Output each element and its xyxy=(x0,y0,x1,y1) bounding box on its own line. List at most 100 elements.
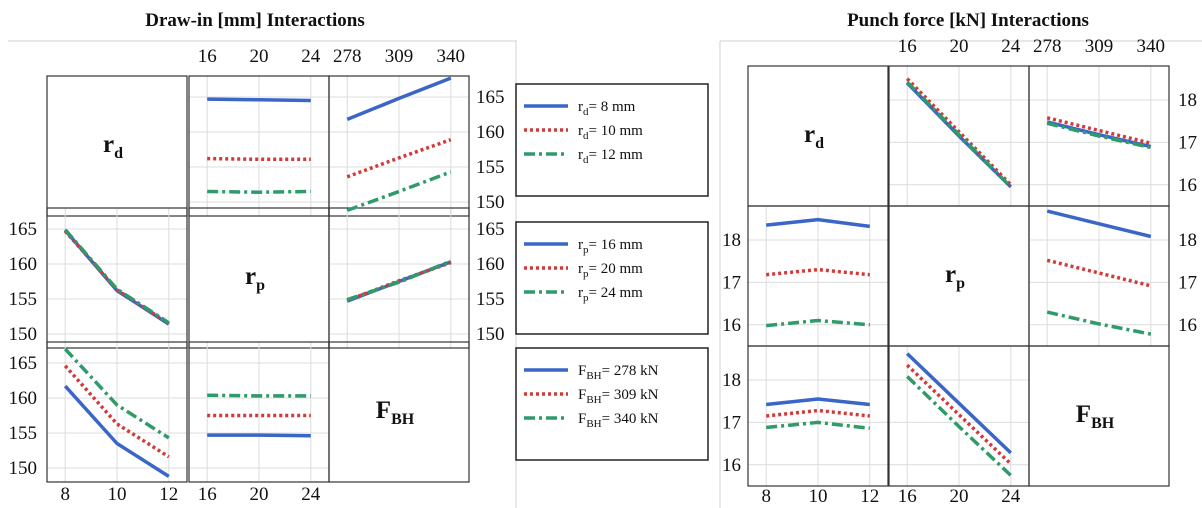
right-y-tick-label: 160 xyxy=(476,254,505,275)
series-line-r1-c0-level0 xyxy=(766,217,871,229)
right-y-tick-label: 165 xyxy=(476,87,505,108)
series-line-r2-c0-level1 xyxy=(63,364,170,459)
bottom-tick-label: 24 xyxy=(301,484,321,505)
panel-r1-c2 xyxy=(328,207,470,349)
legend-frame xyxy=(515,221,709,335)
legend-box-rd: rd= 8 mm rd= 10 mm rd= 12 mm xyxy=(515,83,709,197)
top-tick-label: 16 xyxy=(898,36,917,57)
draw-in-chart-title: Draw-in [mm] Interactions xyxy=(145,10,365,31)
bottom-tick-label: 10 xyxy=(809,486,828,507)
top-tick-label: 309 xyxy=(1085,36,1114,57)
panel-frame xyxy=(46,341,188,483)
panel-r0-c0: rd xyxy=(747,65,889,207)
right-y-tick-label: 16 xyxy=(1178,175,1197,196)
right-y-tick-label: 160 xyxy=(476,122,505,143)
panel-r0-c0: rd xyxy=(46,75,188,217)
left-y-tick-label: 150 xyxy=(9,324,38,345)
left-y-tick-label: 165 xyxy=(9,353,38,374)
top-tick-label: 340 xyxy=(1137,36,1166,57)
right-y-tick-label: 150 xyxy=(476,192,505,213)
legend-entry-label: rd= 10 mm xyxy=(578,123,643,142)
series-line-r2-c0-level0 xyxy=(63,384,170,478)
right-y-tick-label: 17 xyxy=(1178,272,1197,293)
series-line-r1-c2-level2 xyxy=(346,259,452,302)
panel-frame xyxy=(328,207,470,349)
left-y-tick-label: 18 xyxy=(722,230,741,251)
series-line-r1-c2-level2 xyxy=(1046,310,1152,336)
panel-r1-c1: rp xyxy=(888,205,1030,347)
series-line-r0-c2-level2 xyxy=(346,170,452,213)
top-tick-label: 278 xyxy=(1033,36,1062,57)
legend-entry-label: rp= 16 mm xyxy=(578,237,643,256)
series-line-r1-c0-level1 xyxy=(766,267,870,277)
series-line-r2-c0-level2 xyxy=(766,420,870,431)
left-y-tick-label: 16 xyxy=(722,455,741,476)
left-y-tick-label: 16 xyxy=(722,315,741,336)
right-y-tick-label: 18 xyxy=(1178,230,1197,251)
punch-force-interaction-matrix: rd rp FBH 16 20 24 278 309 340 8 10 12 16 20 24 16 17 18 1… xyxy=(722,36,1197,507)
bottom-tick-label: 16 xyxy=(898,486,917,507)
right-y-tick-label: 165 xyxy=(476,219,505,240)
panel-r2-c2: FBH xyxy=(328,341,470,483)
left-y-tick-label: 165 xyxy=(9,219,38,240)
series-line-r2-c0-level1 xyxy=(766,408,870,418)
diagonal-label-rp: rp xyxy=(245,263,265,294)
top-tick-label: 278 xyxy=(333,46,362,67)
legend-box-fbh: FBH= 278 kN FBH= 309 kN FBH= 340 kN xyxy=(515,347,709,461)
panel-r2-c1 xyxy=(888,345,1030,487)
legend-entry-label: rd= 8 mm xyxy=(578,99,636,118)
panel-frame xyxy=(328,341,470,483)
legend-entry-label: rp= 24 mm xyxy=(578,285,643,304)
top-tick-label: 24 xyxy=(1001,36,1021,57)
left-y-tick-label: 155 xyxy=(9,289,38,310)
right-y-tick-label: 18 xyxy=(1178,90,1197,111)
panel-r1-c1: rp xyxy=(188,207,330,349)
panel-frame xyxy=(747,345,889,487)
top-tick-label: 309 xyxy=(385,46,414,67)
legend-box-rp: rp= 16 mm rp= 20 mm rp= 24 mm xyxy=(515,221,709,335)
top-tick-label: 340 xyxy=(437,46,466,67)
legend-group: rd= 8 mm rd= 10 mm rd= 12 mm rp= 16 mm rp= 2… xyxy=(515,83,709,461)
bottom-tick-label: 20 xyxy=(250,484,269,505)
legend-frame xyxy=(515,83,709,197)
left-y-tick-label: 17 xyxy=(722,412,741,433)
panel-r2-c1 xyxy=(188,341,330,483)
left-y-tick-label: 155 xyxy=(9,423,38,444)
series-line-r2-c0-level2 xyxy=(63,347,170,440)
bottom-tick-label: 12 xyxy=(159,484,178,505)
series-line-r0-c1-level1 xyxy=(207,156,311,162)
right-y-tick-label: 155 xyxy=(476,157,505,178)
bottom-tick-label: 24 xyxy=(1001,486,1021,507)
right-y-tick-label: 155 xyxy=(476,289,505,310)
series-line-r0-c1-level0 xyxy=(207,97,311,103)
series-line-r0-c2-level1 xyxy=(346,138,452,179)
legend-entry-label: rd= 12 mm xyxy=(578,147,643,166)
right-y-tick-label: 150 xyxy=(476,324,505,345)
top-tick-label: 24 xyxy=(301,46,321,67)
panel-r1-c0 xyxy=(46,207,188,349)
bottom-tick-label: 10 xyxy=(108,484,127,505)
legend-entry-label: FBH= 340 kN xyxy=(578,411,659,430)
series-line-r1-c0-level2 xyxy=(766,318,870,328)
diagonal-label-rd: rd xyxy=(804,121,824,152)
panel-r0-c1 xyxy=(188,75,330,217)
punch-force-chart-title: Punch force [kN] Interactions xyxy=(847,10,1089,31)
series-line-r1-c2-level0 xyxy=(1046,209,1152,239)
diagonal-label-fbh: FBH xyxy=(1076,401,1115,432)
legend-frame xyxy=(515,347,709,461)
series-line-r2-c1-level2 xyxy=(207,393,311,398)
series-line-r0-c1-level1 xyxy=(905,77,1013,187)
panel-r2-c2: FBH xyxy=(1028,345,1170,487)
draw-in-interaction-matrix: rd rp FBH 16 20 24 278 309 340 8 10 12 16 20 24 150 155 1… xyxy=(9,46,505,505)
legend-entry-label: FBH= 309 kN xyxy=(578,387,659,406)
bottom-tick-label: 20 xyxy=(950,486,969,507)
series-line-r2-c1-level0 xyxy=(207,433,311,438)
panel-frame xyxy=(1028,345,1170,487)
bottom-tick-label: 12 xyxy=(860,486,879,507)
series-line-r0-c1-level2 xyxy=(905,80,1013,189)
left-y-tick-label: 150 xyxy=(9,458,38,479)
series-line-r0-c2-level2 xyxy=(1046,121,1152,150)
series-line-r2-c1-level0 xyxy=(905,352,1013,455)
series-line-r0-c2-level0 xyxy=(346,76,452,122)
